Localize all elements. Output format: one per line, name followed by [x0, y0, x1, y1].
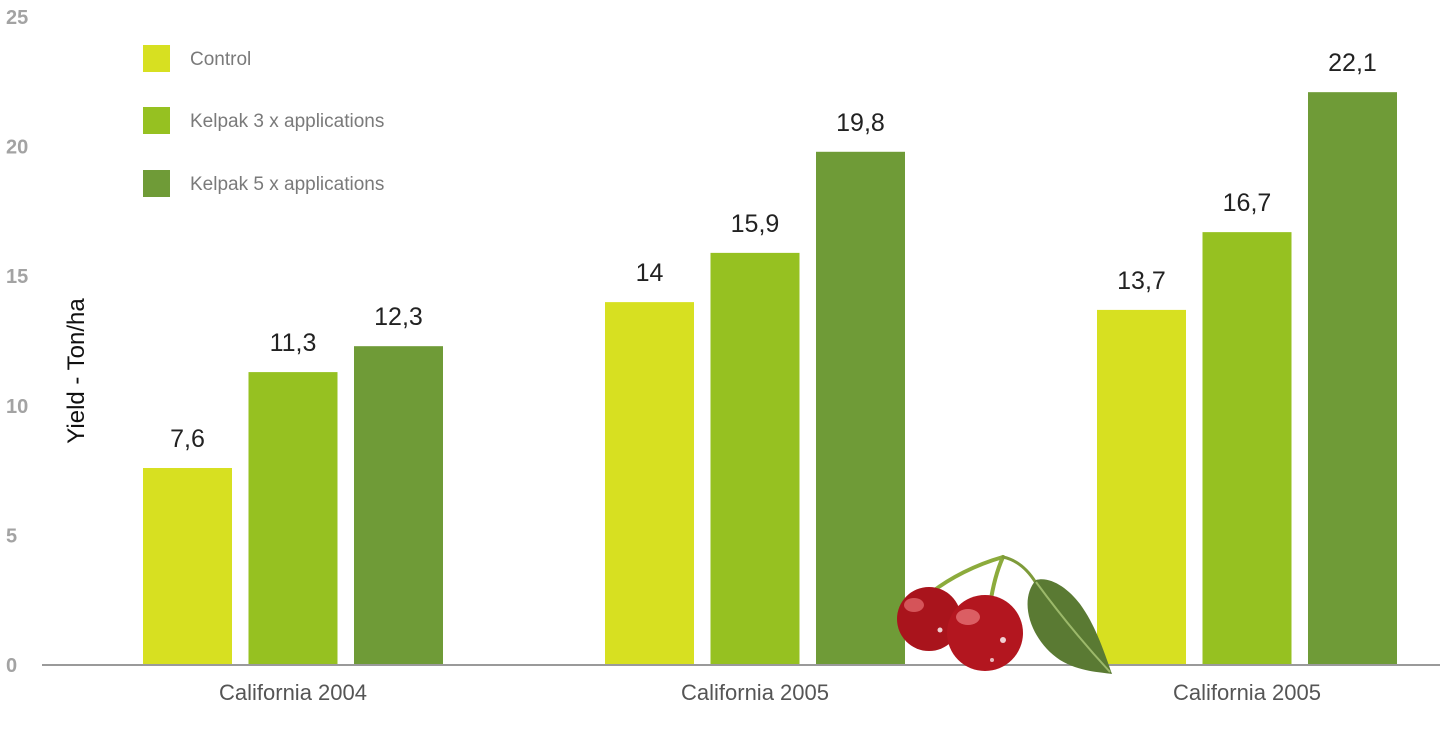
y-tick-label: 5: [6, 525, 17, 547]
leaf-stem: [1001, 555, 1038, 585]
x-category-label: California 2005: [1173, 680, 1321, 705]
y-axis-label: Yield - Ton/ha: [63, 298, 90, 444]
bar: [1097, 309, 1186, 665]
legend: Control Kelpak 3 x applications Kelpak 5 x…: [143, 45, 384, 197]
bar-value-label: 7,6: [170, 425, 205, 453]
bar: [248, 372, 338, 665]
cherry-droplet: [937, 627, 943, 633]
x-axis-categories: California 2004 California 2005 California…: [219, 680, 1321, 705]
legend-label: Kelpak 5 x applications: [190, 174, 384, 195]
bar: [143, 468, 232, 665]
legend-swatch: [143, 107, 170, 134]
bar-value-label: 15,9: [731, 210, 780, 238]
x-category-label: California 2005: [681, 680, 829, 705]
cherry-right-highlight: [956, 609, 980, 625]
bar: [1308, 92, 1397, 666]
y-tick-label: 0: [6, 655, 17, 677]
cherry-droplet: [1000, 637, 1006, 643]
legend-swatch: [143, 170, 170, 197]
bar-value-label: 16,7: [1223, 189, 1272, 217]
legend-swatch: [143, 45, 170, 72]
bar: [1202, 232, 1292, 666]
y-axis-ticks: 0 5 10 15 20 25: [6, 7, 28, 677]
cherries-illustration: [897, 555, 1112, 674]
bars: 7,6 11,3 12,3 14 15,9 19,8 13,7 16,7 22,1: [143, 49, 1397, 666]
bar-value-label: 19,8: [836, 109, 885, 137]
cherry-droplet: [990, 658, 994, 662]
cherry-left-highlight: [904, 598, 924, 612]
bar-value-label: 11,3: [270, 329, 317, 357]
x-category-label: California 2004: [219, 680, 367, 705]
bar-value-label: 12,3: [374, 303, 423, 331]
legend-label: Control: [190, 49, 251, 70]
y-tick-label: 10: [6, 396, 28, 418]
y-tick-label: 25: [6, 7, 28, 29]
bar: [816, 151, 905, 665]
bar-value-label: 14: [636, 259, 664, 287]
y-tick-label: 20: [6, 137, 28, 159]
bar: [354, 346, 443, 665]
bar: [710, 252, 800, 665]
leaf-vein: [1035, 581, 1111, 673]
bar-value-label: 22,1: [1328, 49, 1377, 77]
bar-value-label: 13,7: [1117, 267, 1166, 295]
bar: [605, 302, 694, 665]
legend-label: Kelpak 3 x applications: [190, 111, 384, 132]
cherry-right: [947, 595, 1023, 671]
y-tick-label: 15: [6, 266, 28, 288]
